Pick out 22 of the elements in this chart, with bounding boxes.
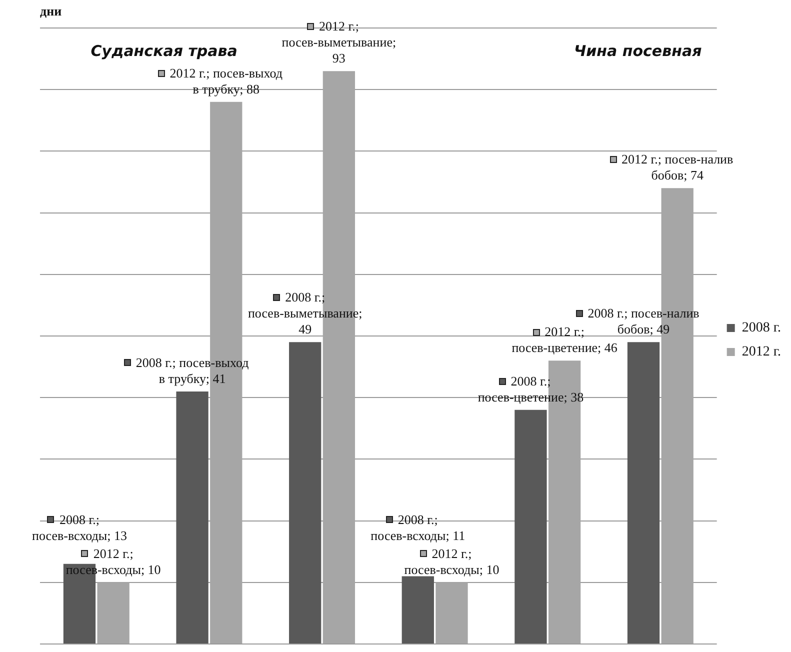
data-label: 2008 г.; посев-всходы; 11 (370, 512, 466, 543)
bar (176, 391, 208, 644)
data-label: 2008 г.; посев-всходы; 13 (32, 512, 127, 543)
data-label: 2012 г.; посев-выметывание; 93 (282, 18, 396, 66)
data-label: 2012 г.; посев-всходы; 10 (404, 546, 500, 577)
data-label: 2012 г.; посев-цветение; 46 (512, 324, 618, 356)
legend-label: 2008 г. (742, 320, 782, 336)
text: Суданская трава (90, 42, 238, 60)
bar (402, 576, 434, 644)
bar (289, 342, 322, 644)
text: Чина посевная (574, 42, 702, 60)
bar (627, 342, 660, 644)
legend-label: 2012 г. (742, 344, 782, 360)
data-label: 2008 г.; посев-выход в трубку; 41 (136, 354, 250, 386)
bar (514, 410, 547, 644)
bar (436, 582, 468, 644)
data-label: 2012 г.; посев-выход в трубку; 88 (170, 65, 283, 96)
data-label: 2008 г.; посев-выметывание; 49 (248, 290, 362, 337)
data-label: 2008 г.; посев-цветение; 38 (478, 373, 584, 404)
bar (97, 582, 130, 644)
data-label: 2012 г.; посев-налив бобов; 74 (622, 152, 734, 183)
y-axis-title: дни (40, 3, 62, 18)
